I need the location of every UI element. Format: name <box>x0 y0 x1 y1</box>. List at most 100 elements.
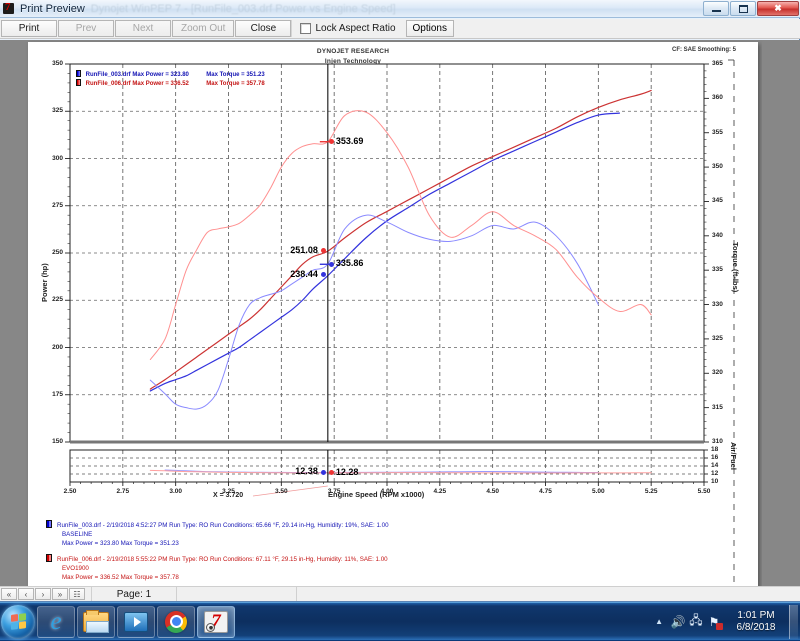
axis-tick-label: 275 <box>52 202 63 209</box>
legend-entry-runfile-006: RunFile_006.drf Max Power = 336.52 Max T… <box>76 79 265 87</box>
preview-page: DYNOJET RESEARCH Injen Technology CF: SA… <box>28 42 758 587</box>
callout-value: 238.44 <box>290 269 318 279</box>
options-button[interactable]: Options <box>406 20 454 37</box>
axis-tick-label: 350 <box>52 60 63 67</box>
taskbar-item-dynojet-winpep[interactable]: 7 <box>197 606 235 638</box>
callout-value: 251.08 <box>290 245 318 255</box>
close-icon[interactable]: ✖ <box>757 1 799 16</box>
page-margin-right <box>762 42 792 587</box>
lock-aspect-ratio-label: Lock Aspect Ratio <box>315 23 395 34</box>
axis-tick-label: 355 <box>712 129 723 136</box>
show-desktop-button[interactable] <box>789 605 798 639</box>
taskbar-item-internet-explorer[interactable]: e <box>37 606 75 638</box>
axis-tick-label: 360 <box>712 94 723 101</box>
axis-tick-label: 4.75 <box>539 488 552 495</box>
taskbar-item-windows-media-player[interactable] <box>117 606 155 638</box>
internet-explorer-icon: e <box>50 609 61 634</box>
legend-torque-003: Max Torque = 351.23 <box>206 72 264 78</box>
restore-icon[interactable] <box>730 1 756 16</box>
legend-swatch-blue <box>76 70 81 77</box>
windows-taskbar: e 7 ▲ 🔊 🖧 ⚑ 1:01 PM 6/8/2018 <box>0 602 800 640</box>
legend-power-006: Max Power = 336.52 <box>132 81 189 87</box>
dynojet-app-icon: 7 <box>3 2 16 15</box>
window-titlebar[interactable]: 7 Print Preview Dynojet WinPEP 7 - [RunF… <box>0 0 800 18</box>
chrome-icon <box>165 611 187 633</box>
zoom-out-button-label: Zoom Out <box>181 23 225 34</box>
axis-tick-label: 4.25 <box>434 488 447 495</box>
taskbar-item-google-chrome[interactable] <box>157 606 195 638</box>
y3-axis-title: Air/Fuel <box>729 442 738 470</box>
axis-tick-label: 2.50 <box>64 488 77 495</box>
lock-aspect-ratio-checkbox[interactable]: Lock Aspect Ratio <box>291 20 405 37</box>
run-details-006: RunFile_006.drf - 2/19/2018 5:55:22 PM R… <box>46 554 388 582</box>
last-page-button[interactable]: » <box>52 588 68 600</box>
statusbar: « ‹ › » ☷ Page: 1 <box>0 586 800 601</box>
axis-tick-label: 5.00 <box>592 488 605 495</box>
legend-file-003: RunFile_003.drf <box>86 72 131 78</box>
axis-tick-label: 325 <box>52 107 63 114</box>
next-button[interactable]: Next <box>115 20 171 37</box>
axis-tick-label: 4.50 <box>486 488 499 495</box>
windows-flag-icon <box>11 613 26 630</box>
callout-marker <box>329 262 334 267</box>
axis-tick-label: 310 <box>712 438 723 445</box>
options-button-label: Options <box>413 23 447 34</box>
network-icon[interactable]: 🖧 <box>687 613 705 631</box>
next-page-button[interactable]: › <box>35 588 51 600</box>
taskbar-item-windows-explorer[interactable] <box>77 606 115 638</box>
checkbox-box[interactable] <box>300 23 311 34</box>
legend-power-003: Max Power = 323.80 <box>132 72 189 78</box>
run-003-line3: Max Power = 323.80 Max Torque = 351.23 <box>46 539 389 548</box>
window-controls: ✖ <box>702 1 799 16</box>
run-006-line2: EVO1900 <box>46 564 388 573</box>
y2-axis-title: Torque (ft-lbs) <box>731 242 740 292</box>
window-title-secondary: Dynojet WinPEP 7 - [RunFile_003.drf Powe… <box>91 3 396 15</box>
callout-value: 12.28 <box>336 467 359 477</box>
axis-tick-label: 12 <box>711 470 718 477</box>
legend-file-006: RunFile_006.drf <box>86 81 131 87</box>
axis-tick-label: 5.25 <box>645 488 658 495</box>
clock-date: 6/8/2018 <box>737 622 776 633</box>
show-hidden-icons-icon[interactable]: ▲ <box>649 617 669 626</box>
axis-tick-label: 345 <box>712 197 723 204</box>
minimize-icon[interactable] <box>703 1 729 16</box>
axis-tick-label: 150 <box>52 438 63 445</box>
window-title: Print Preview <box>20 3 85 15</box>
axis-tick-label: 340 <box>712 232 723 239</box>
run-003-line2: BASELINE <box>46 530 389 539</box>
folder-icon <box>83 612 109 632</box>
prev-button[interactable]: Prev <box>58 20 114 37</box>
close-button-label: Close <box>251 23 277 34</box>
edit-page-button[interactable]: ☷ <box>69 588 85 600</box>
action-center-icon[interactable]: ⚑ <box>705 613 723 631</box>
axis-tick-label: 320 <box>712 369 723 376</box>
next-button-label: Next <box>133 23 154 34</box>
print-preview-window: 7 Print Preview Dynojet WinPEP 7 - [RunF… <box>0 0 800 602</box>
legend-entry-runfile-003: RunFile_003.drf Max Power = 323.80 Max T… <box>76 70 265 78</box>
dyno-chart: DYNOJET RESEARCH Injen Technology CF: SA… <box>28 42 758 587</box>
start-orb-icon[interactable] <box>1 605 35 639</box>
close-button[interactable]: Close <box>235 20 291 37</box>
print-button[interactable]: Print <box>1 20 57 37</box>
axis-tick-label: 330 <box>712 301 723 308</box>
zoom-out-button[interactable]: Zoom Out <box>172 20 234 37</box>
first-page-button[interactable]: « <box>1 588 17 600</box>
axis-tick-label: 3.00 <box>169 488 182 495</box>
axis-tick-label: 3.25 <box>222 488 235 495</box>
callout-value: 335.86 <box>336 258 364 268</box>
axis-tick-label: 4.00 <box>381 488 394 495</box>
plot-svg <box>28 42 758 587</box>
prev-button-label: Prev <box>76 23 97 34</box>
run-details-003: RunFile_003.drf - 2/19/2018 4:52:27 PM R… <box>46 520 389 548</box>
axis-tick-label: 365 <box>712 60 723 67</box>
run-003-line1: RunFile_003.drf - 2/19/2018 4:52:27 PM R… <box>57 522 389 529</box>
volume-icon[interactable]: 🔊 <box>669 613 687 631</box>
axis-tick-label: 18 <box>711 446 718 453</box>
clock[interactable]: 1:01 PM 6/8/2018 <box>723 610 785 634</box>
print-preview-canvas[interactable]: DYNOJET RESEARCH Injen Technology CF: SA… <box>0 40 800 587</box>
dynojet-icon: 7 <box>204 611 228 633</box>
toolbar-filler <box>454 19 800 38</box>
prev-page-button[interactable]: ‹ <box>18 588 34 600</box>
callout-marker <box>321 470 326 475</box>
page-indicator: Page: 1 <box>91 587 177 601</box>
